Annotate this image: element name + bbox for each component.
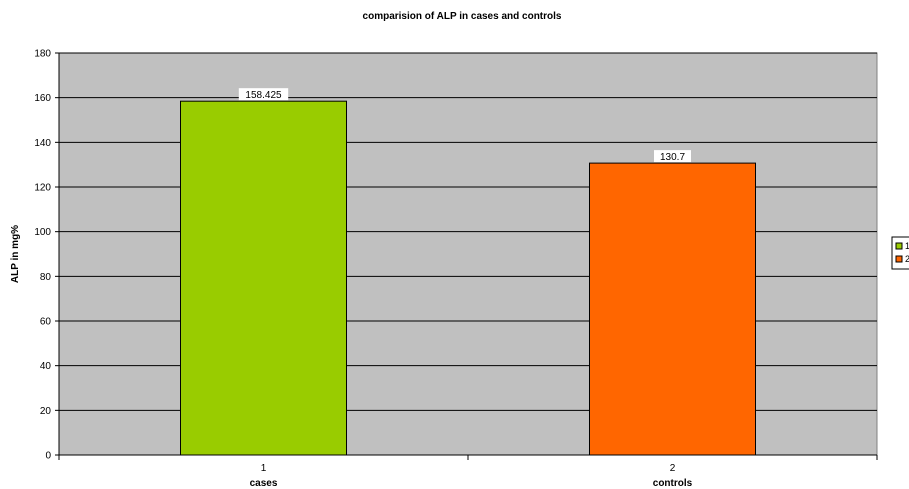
x-tick-label: 2 — [670, 463, 676, 474]
data-label: 158.425 — [245, 90, 282, 101]
bar — [589, 162, 756, 456]
y-tick-label: 60 — [40, 317, 52, 328]
y-tick-label: 100 — [34, 227, 51, 238]
y-tick-label: 120 — [34, 183, 51, 194]
y-tick-label: 0 — [45, 451, 51, 462]
chart-title: comparision of ALP in cases and controls — [363, 11, 562, 22]
y-tick-label: 20 — [40, 406, 52, 417]
legend-label: 2 — [905, 254, 909, 264]
legend-swatch — [895, 242, 903, 250]
y-axis-ticks: 0 20 40 60 80 100 120 140 160 180 — [34, 49, 59, 462]
y-tick-label: 80 — [40, 272, 52, 283]
data-labels: 158.425 130.7 — [238, 88, 691, 163]
legend-label: 1 — [905, 241, 909, 251]
legend-swatch — [895, 255, 903, 263]
bars — [180, 100, 756, 456]
bar — [180, 100, 347, 456]
x-tick-label: 1 — [261, 463, 267, 474]
y-tick-label: 140 — [34, 138, 51, 149]
x-category-labels: 1 cases 2 controls — [250, 463, 693, 489]
y-tick-label: 180 — [34, 49, 51, 60]
y-tick-label: 40 — [40, 361, 52, 372]
x-axis-ticks — [58, 455, 878, 460]
data-label-background — [654, 150, 691, 163]
y-axis-title: ALP in mg% — [10, 225, 21, 283]
data-label-background — [238, 88, 289, 101]
legend: 12 — [891, 236, 909, 270]
y-tick-label: 160 — [34, 93, 51, 104]
data-label: 130.7 — [660, 152, 685, 163]
x-category-label: cases — [250, 478, 278, 489]
x-category-label: controls — [653, 478, 693, 489]
